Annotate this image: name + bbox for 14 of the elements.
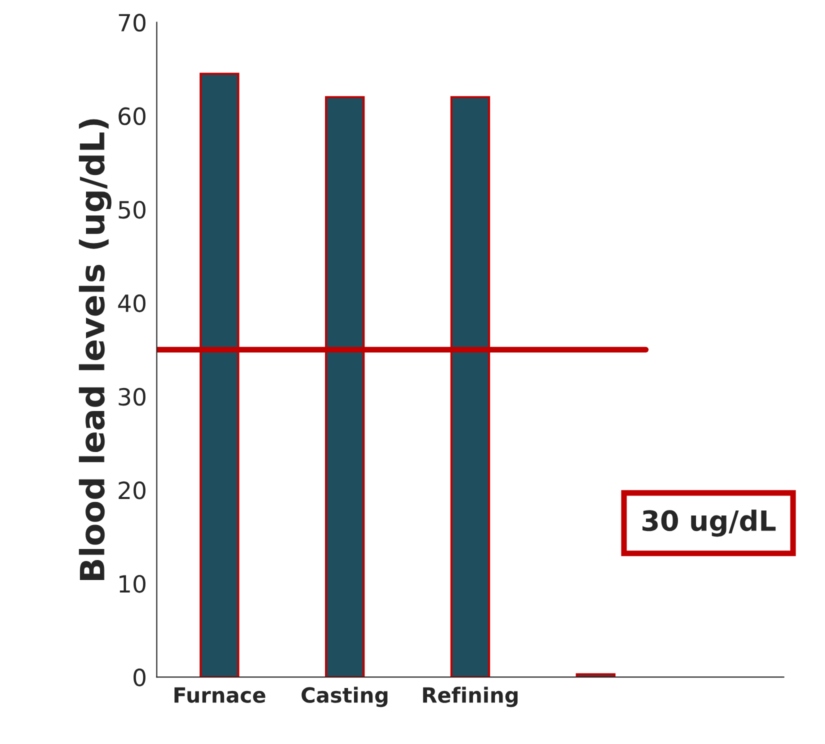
x-tick-label: Casting (302, 686, 388, 708)
y-axis-title: Blood lead levels (ug/dL) (78, 119, 112, 580)
y-tick-label: 20 (118, 481, 146, 500)
x-tick-label: Furnace (174, 687, 266, 703)
y-tick-label: 50 (118, 200, 146, 219)
x-tick-label: Refining (423, 686, 518, 708)
y-tick-label: 70 (118, 14, 146, 32)
y-tick-label: 60 (118, 107, 146, 126)
bar (576, 673, 616, 678)
y-tick-label: 30 (118, 388, 146, 406)
annotation: 30 ug/dL (642, 510, 776, 537)
y-tick-label: 40 (118, 294, 146, 312)
y-tick-label: 10 (120, 574, 146, 593)
y-tick-label: 0 (134, 668, 146, 686)
